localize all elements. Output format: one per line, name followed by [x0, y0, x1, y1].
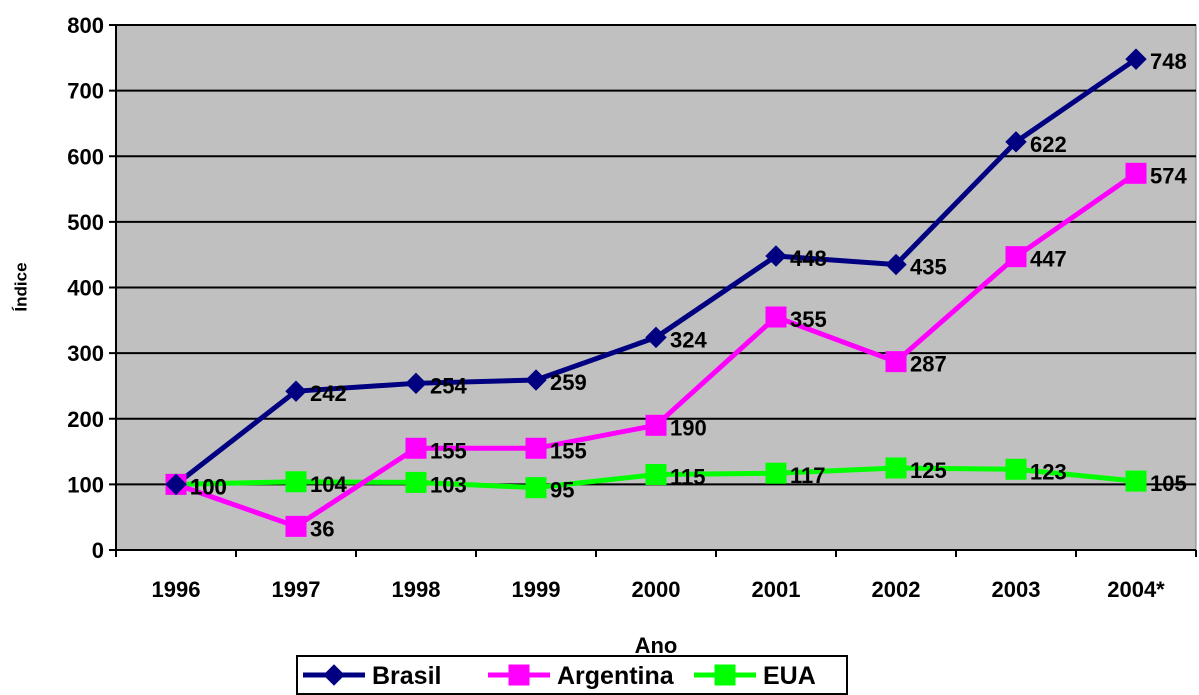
x-tick-label: 1999 — [512, 577, 561, 602]
legend-label-brasil: Brasil — [372, 662, 441, 690]
marker-brasil — [645, 326, 667, 349]
marker-brasil — [405, 372, 427, 395]
marker-eua — [885, 457, 907, 479]
data-label-eua: 100 — [190, 474, 227, 499]
marker-legend-eua — [714, 664, 736, 686]
marker-argentina — [645, 414, 667, 436]
data-label-brasil: 259 — [550, 370, 587, 395]
data-label-argentina: 100 — [190, 474, 227, 499]
marker-eua — [1125, 470, 1147, 492]
y-tick-label: 100 — [67, 472, 104, 497]
data-label-argentina: 155 — [430, 438, 467, 463]
legend-box — [296, 655, 848, 695]
y-axis-title: Índice — [11, 262, 30, 311]
data-label-eua: 125 — [910, 458, 947, 483]
data-label-argentina: 155 — [550, 438, 587, 463]
x-tick-label: 2001 — [752, 577, 801, 602]
data-label-eua: 105 — [1150, 471, 1187, 496]
marker-argentina — [1005, 246, 1027, 268]
y-tick-label: 800 — [67, 13, 104, 38]
marker-eua — [765, 462, 787, 484]
marker-argentina — [1125, 162, 1147, 184]
legend: Brasil Argentina EUA — [296, 655, 848, 695]
marker-eua — [285, 471, 307, 493]
x-tick-label: 1997 — [272, 577, 321, 602]
marker-brasil — [765, 245, 787, 267]
marker-brasil — [285, 380, 307, 402]
x-tick-label: 1998 — [392, 577, 441, 602]
marker-legend-argentina — [508, 664, 530, 686]
data-label-brasil: 100 — [190, 474, 227, 499]
data-label-eua: 123 — [1030, 459, 1067, 484]
data-label-eua: 103 — [430, 472, 467, 497]
x-axis-title: Ano — [635, 633, 678, 658]
marker-brasil — [1005, 131, 1027, 153]
data-label-eua: 115 — [670, 465, 706, 490]
y-tick-label: 500 — [67, 210, 104, 235]
y-tick-labels: 0 100 200 300 400 500 600 700 800 — [67, 13, 104, 563]
data-label-argentina: 447 — [1030, 247, 1067, 272]
x-tick-label: 2003 — [992, 577, 1041, 602]
data-label-eua: 104 — [310, 472, 347, 497]
marker-argentina — [405, 437, 427, 459]
data-label-argentina: 190 — [670, 415, 707, 440]
data-label-brasil: 748 — [1150, 49, 1187, 74]
x-tick-label: 1996 — [152, 577, 201, 602]
y-tick-label: 600 — [67, 144, 104, 169]
marker-brasil — [1125, 48, 1147, 70]
marker-brasil — [885, 253, 907, 276]
marker-brasil — [165, 473, 187, 496]
marker-argentina — [525, 437, 547, 459]
marker-eua — [645, 464, 667, 486]
y-tick-label: 200 — [67, 407, 104, 432]
x-tick-label: 2000 — [632, 577, 681, 602]
series-markers — [165, 48, 1147, 537]
x-tick-label: 2002 — [872, 577, 921, 602]
x-tick-label: 2004* — [1107, 577, 1165, 602]
legend-label-argentina: Argentina — [557, 662, 675, 690]
marker-legend-brasil — [323, 664, 345, 686]
data-label-eua: 117 — [790, 463, 826, 488]
y-tick-label: 700 — [67, 79, 104, 104]
marker-eua — [1005, 458, 1027, 480]
data-label-brasil: 324 — [670, 327, 707, 352]
marker-argentina — [285, 515, 307, 537]
data-label-argentina: 36 — [310, 516, 334, 541]
data-label-brasil: 254 — [430, 373, 467, 398]
axes — [109, 24, 1197, 557]
y-tick-label: 0 — [92, 538, 104, 563]
data-label-eua: 95 — [550, 478, 574, 503]
y-tick-label: 300 — [67, 341, 104, 366]
marker-eua — [405, 471, 427, 493]
marker-argentina — [765, 306, 787, 328]
data-label-brasil: 435 — [910, 255, 947, 280]
data-label-brasil: 242 — [310, 381, 347, 406]
y-tick-label: 400 — [67, 276, 104, 301]
marker-eua — [525, 477, 547, 499]
data-label-brasil: 448 — [790, 246, 827, 271]
data-label-argentina: 574 — [1150, 163, 1187, 188]
data-label-argentina: 355 — [790, 307, 827, 332]
data-label-argentina: 287 — [910, 352, 947, 377]
marker-brasil — [525, 369, 547, 391]
data-label-brasil: 622 — [1030, 132, 1067, 157]
marker-argentina — [885, 351, 907, 373]
legend-label-eua: EUA — [763, 662, 816, 690]
x-tick-labels: 1996 1997 1998 1999 2000 2001 2002 2003 2004* — [152, 577, 1166, 602]
